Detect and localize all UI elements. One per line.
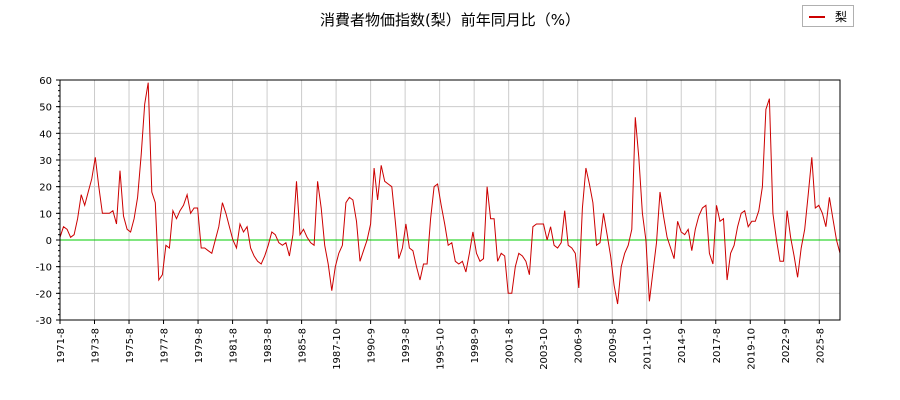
legend-label-pear: 梨	[835, 10, 848, 24]
x-tick-label: 2003-10	[539, 328, 550, 370]
y-tick-label: -20	[36, 289, 52, 300]
x-tick-label: 1979-8	[194, 328, 205, 363]
legend: 梨	[802, 5, 854, 27]
x-tick-label: 1985-8	[298, 328, 309, 363]
y-tick-label: 60	[39, 76, 52, 87]
y-tick-label: 20	[39, 183, 52, 194]
x-tick-label: 2009-8	[608, 328, 619, 363]
x-tick-label: 1975-8	[125, 328, 136, 363]
y-tick-label: -10	[36, 263, 52, 274]
x-tick-label: 1993-8	[401, 328, 412, 363]
y-tick-label: -30	[36, 316, 52, 327]
series-line-pear	[59, 82, 841, 305]
x-tick-label: 2011-10	[643, 328, 654, 370]
y-tick-label: 30	[39, 156, 52, 167]
y-tick-label: 40	[39, 129, 52, 140]
plot-frame	[59, 79, 841, 321]
plot-area	[59, 79, 841, 321]
x-tick-label: 1990-9	[367, 328, 378, 363]
x-tick-label: 2019-10	[746, 328, 757, 370]
x-tick-label: 1973-8	[91, 328, 102, 363]
x-tick-label: 1971-8	[56, 328, 67, 363]
x-tick-label: 2014-9	[677, 328, 688, 363]
x-tick-label: 2025-8	[815, 328, 826, 363]
x-tick-label: 2017-8	[712, 328, 723, 363]
x-tick-label: 2022-9	[781, 328, 792, 363]
x-tick-label: 1983-8	[263, 328, 274, 363]
x-tick-label: 1987-10	[332, 328, 343, 370]
chart-title: 消費者物価指数(梨）前年同月比（%）	[319, 11, 581, 29]
y-tick-label: 0	[46, 236, 52, 247]
x-tick-label: 1995-10	[436, 328, 447, 370]
legend-swatch-pear	[809, 16, 825, 18]
x-tick-label: 1981-8	[229, 328, 240, 363]
y-tick-label: 50	[39, 103, 52, 114]
y-tick-label: 10	[39, 209, 52, 220]
x-tick-label: 1977-8	[160, 328, 171, 363]
x-tick-label: 2006-9	[574, 328, 585, 363]
x-tick-label: 1998-9	[470, 328, 481, 363]
x-tick-label: 2001-8	[505, 328, 516, 363]
